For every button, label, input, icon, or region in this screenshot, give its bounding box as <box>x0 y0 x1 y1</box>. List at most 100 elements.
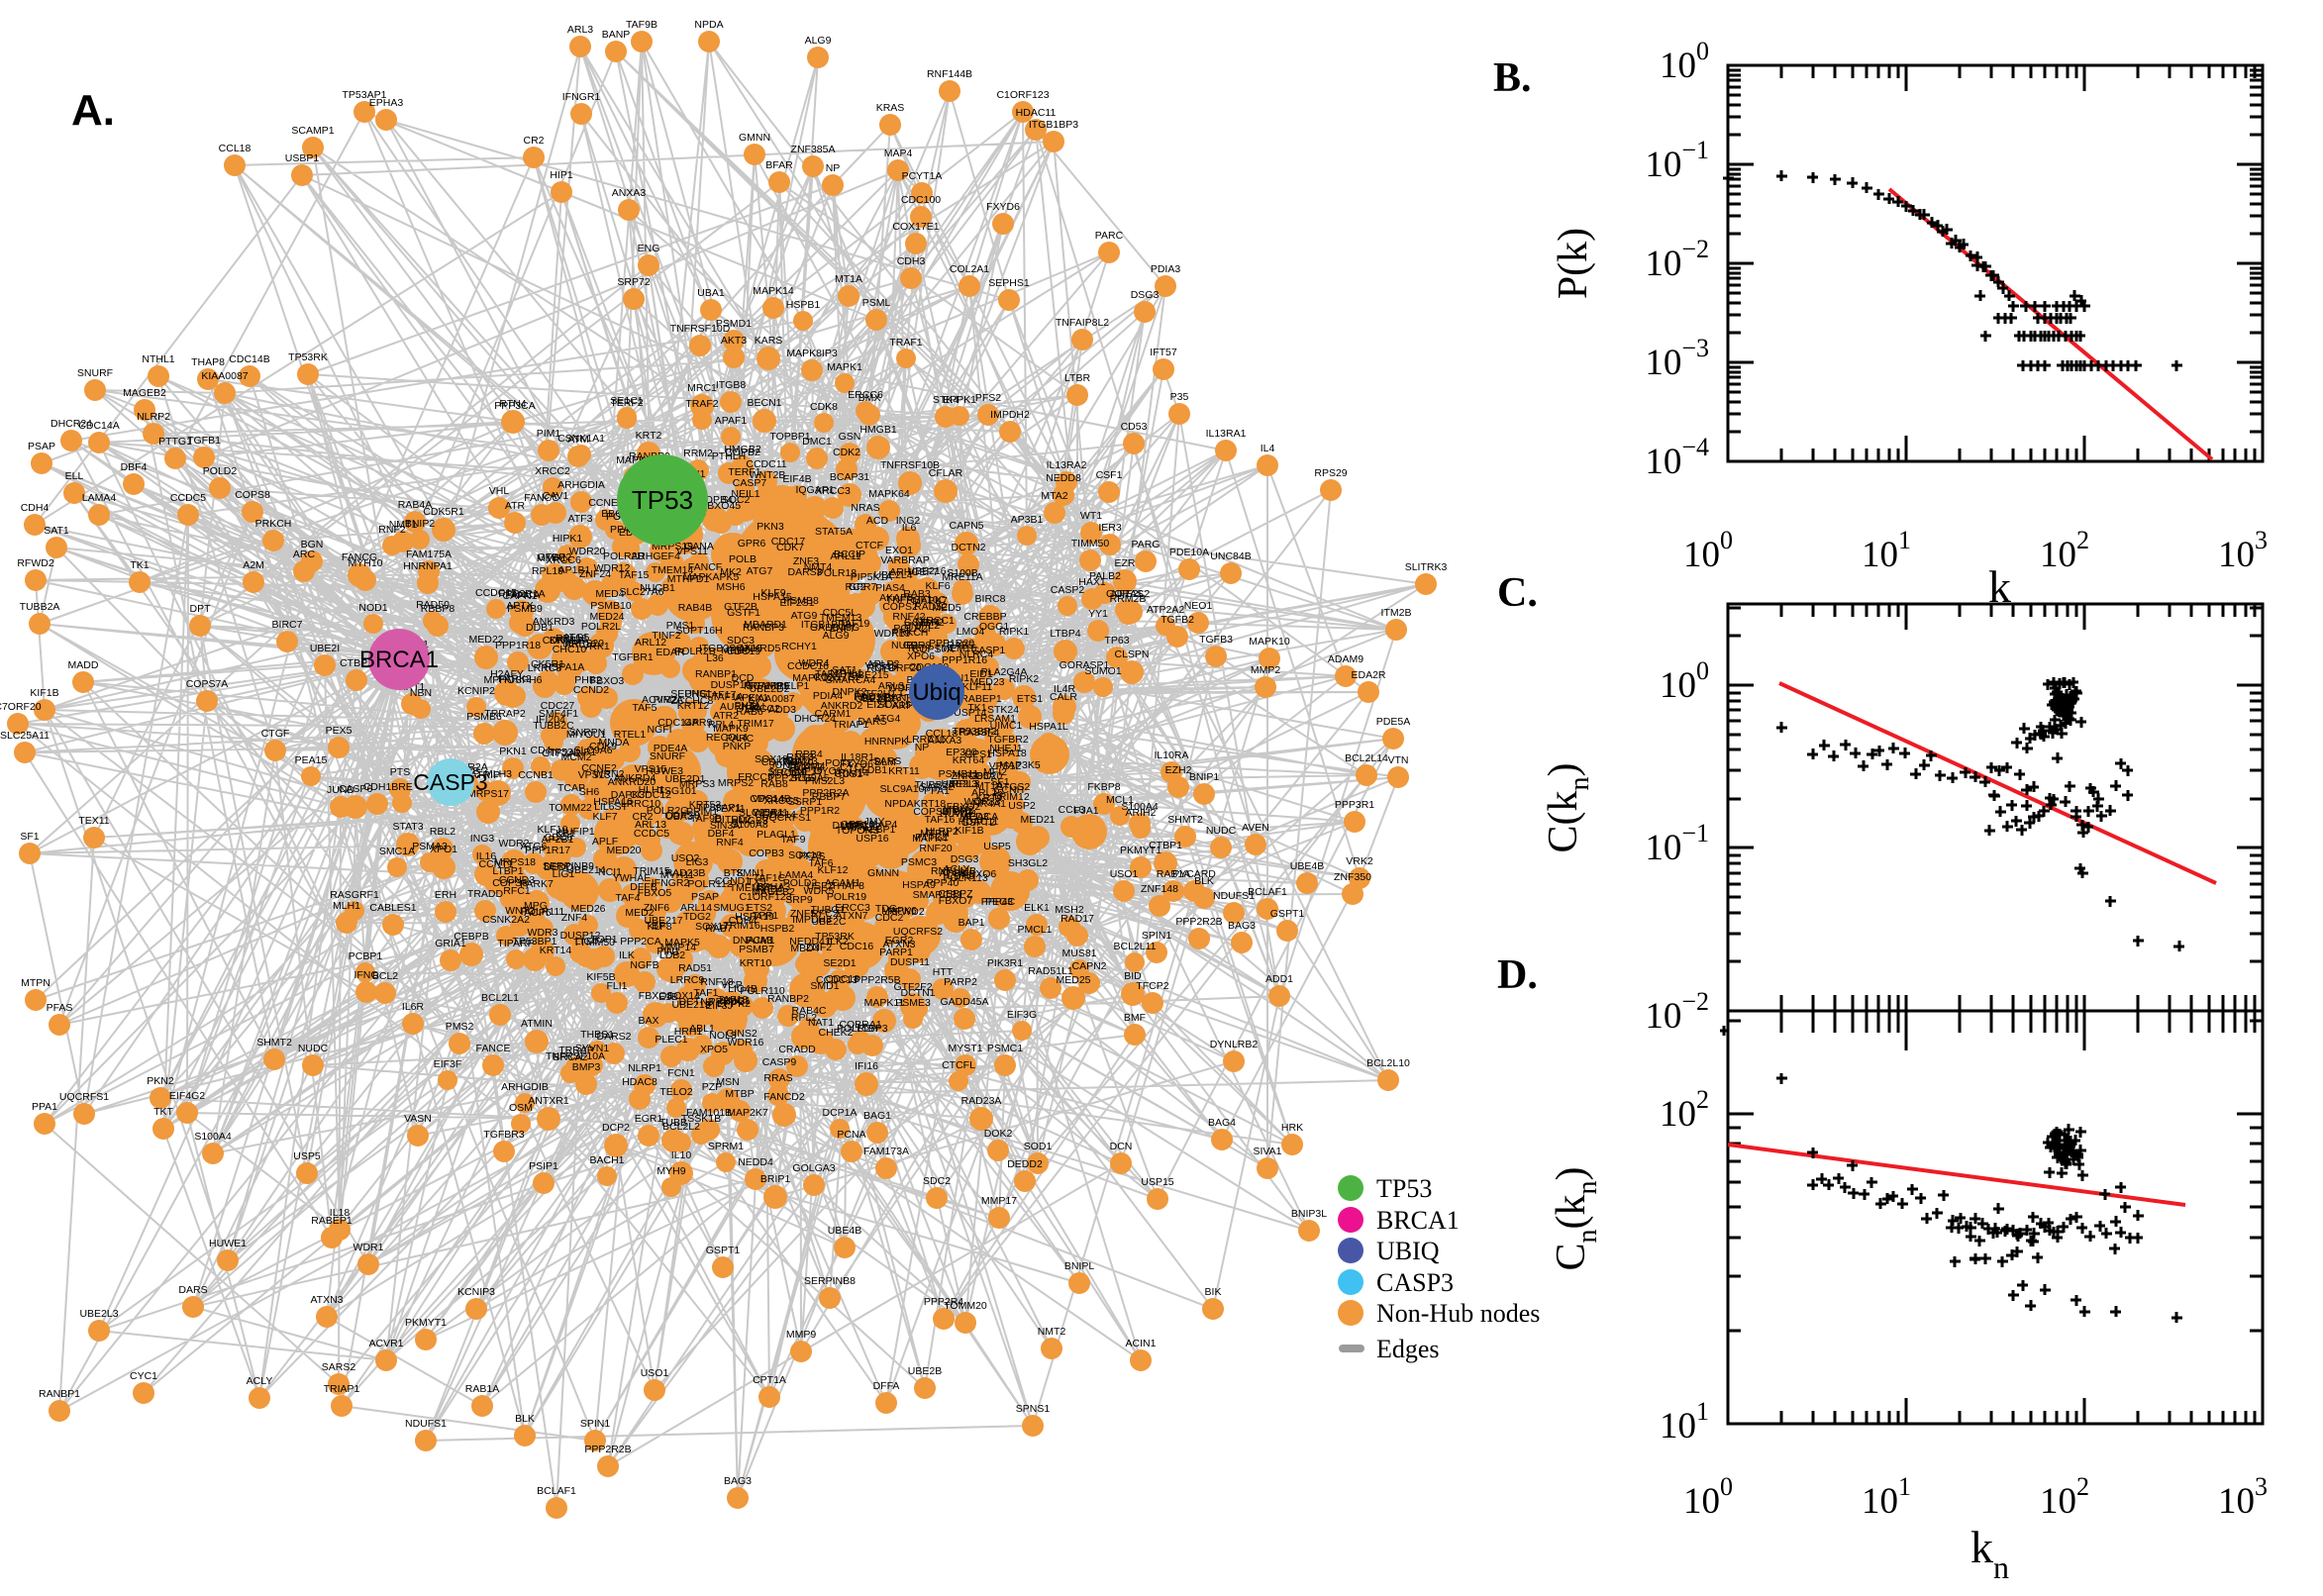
svg-text:ACLY: ACLY <box>944 863 970 875</box>
svg-text:ALG9: ALG9 <box>823 630 850 642</box>
svg-text:MED25: MED25 <box>1056 974 1090 986</box>
svg-text:DARS: DARS <box>858 716 886 728</box>
svg-text:OGG1: OGG1 <box>979 621 1010 633</box>
svg-text:UNG: UNG <box>684 688 707 700</box>
svg-text:HSPA19: HSPA19 <box>735 911 774 923</box>
svg-text:NHEJ1: NHEJ1 <box>989 743 1022 754</box>
svg-text:BNIP1: BNIP1 <box>1189 771 1220 783</box>
svg-text:HNRNPK: HNRNPK <box>864 736 908 748</box>
svg-text:RAD23B: RAD23B <box>665 867 706 879</box>
svg-text:HDAC11: HDAC11 <box>959 816 999 828</box>
svg-text:MYH9: MYH9 <box>656 1165 685 1177</box>
svg-text:ELL: ELL <box>65 470 84 482</box>
svg-text:LRRC9: LRRC9 <box>670 974 705 986</box>
svg-text:MTBP: MTBP <box>725 1088 754 1100</box>
svg-text:TEX11: TEX11 <box>714 803 745 815</box>
svg-text:WNT2B: WNT2B <box>750 469 786 481</box>
svg-text:SF1: SF1 <box>20 831 39 843</box>
svg-text:HLH1: HLH1 <box>639 784 665 796</box>
svg-text:UBE2L4: UBE2L4 <box>873 569 912 581</box>
svg-text:PSMA3: PSMA3 <box>412 841 448 852</box>
svg-text:HSPA15: HSPA15 <box>753 591 792 603</box>
svg-text:ZNF350: ZNF350 <box>1334 871 1371 883</box>
svg-text:KIF1B: KIF1B <box>955 825 983 837</box>
svg-text:SDC3: SDC3 <box>727 635 755 647</box>
svg-text:AVEN: AVEN <box>1242 822 1269 834</box>
svg-text:E1B: E1B <box>658 991 678 1003</box>
svg-text:RNF144B: RNF144B <box>931 865 976 877</box>
svg-text:CDK5R1: CDK5R1 <box>423 506 464 518</box>
svg-text:TIPARP: TIPARP <box>497 938 534 949</box>
svg-text:UBE2I: UBE2I <box>310 643 340 654</box>
svg-text:EPHA3: EPHA3 <box>369 97 404 109</box>
svg-text:RNF2: RNF2 <box>378 524 406 536</box>
svg-text:ATMIN: ATMIN <box>521 1018 553 1030</box>
svg-text:KRT10: KRT10 <box>740 957 772 969</box>
svg-text:TSSK1B: TSSK1B <box>681 1113 721 1125</box>
svg-text:ARL3: ARL3 <box>567 24 593 36</box>
svg-text:PCYT1A: PCYT1A <box>902 170 943 182</box>
svg-text:ARL15: ARL15 <box>971 787 1003 799</box>
svg-text:ARL12: ARL12 <box>635 637 666 648</box>
svg-text:GADD45A: GADD45A <box>940 996 988 1008</box>
svg-text:IL10: IL10 <box>671 1149 692 1161</box>
svg-text:ALG9: ALG9 <box>805 35 832 47</box>
svg-text:VARBRAP: VARBRAP <box>880 554 929 566</box>
svg-text:TAF1: TAF1 <box>694 987 719 999</box>
svg-text:MAP3K5: MAP3K5 <box>999 759 1041 771</box>
svg-text:COPB3: COPB3 <box>749 848 784 859</box>
svg-text:TAF6: TAF6 <box>809 857 834 869</box>
svg-text:BNIP3L: BNIP3L <box>1291 1208 1327 1220</box>
svg-text:MED6: MED6 <box>721 645 750 656</box>
svg-text:BMF: BMF <box>1124 1012 1146 1024</box>
svg-text:TRIM13: TRIM13 <box>780 755 818 767</box>
svg-text:GSTF1: GSTF1 <box>727 607 760 619</box>
svg-text:TKT: TKT <box>906 643 926 654</box>
svg-text:TNFAIP8L2: TNFAIP8L2 <box>1056 317 1109 329</box>
svg-text:LIG1: LIG1 <box>553 868 575 880</box>
svg-text:TRIM16: TRIM16 <box>723 920 760 932</box>
svg-text:IL10RA: IL10RA <box>1154 749 1188 761</box>
svg-text:RANBP2: RANBP2 <box>767 993 809 1005</box>
svg-text:ZNF24: ZNF24 <box>579 568 611 580</box>
svg-text:PSMC3: PSMC3 <box>901 856 937 868</box>
svg-text:PIM2: PIM2 <box>654 694 678 706</box>
svg-text:YY1: YY1 <box>1088 608 1108 620</box>
svg-text:IFNG: IFNG <box>354 969 378 981</box>
svg-text:TBP: TBP <box>646 920 665 932</box>
svg-text:RNF3: RNF3 <box>786 751 814 763</box>
svg-text:CFLAR: CFLAR <box>929 467 963 479</box>
svg-text:CASP3: CASP3 <box>1376 1268 1454 1297</box>
svg-text:SCAMP1: SCAMP1 <box>746 680 788 692</box>
svg-text:UBE2D2: UBE2D2 <box>750 683 790 695</box>
svg-text:POLD2: POLD2 <box>203 465 238 477</box>
svg-text:CDK7: CDK7 <box>776 542 804 553</box>
svg-text:CDC14A: CDC14A <box>657 717 698 729</box>
svg-text:MYH11: MYH11 <box>660 869 694 881</box>
svg-text:RAB6: RAB6 <box>736 706 763 718</box>
svg-text:DCD: DCD <box>732 672 755 684</box>
svg-text:RTN4: RTN4 <box>499 398 526 410</box>
svg-text:PSMB6: PSMB6 <box>466 711 502 723</box>
svg-text:GMNN: GMNN <box>867 867 899 879</box>
svg-text:POLR19: POLR19 <box>827 891 866 903</box>
svg-text:ETS1: ETS1 <box>1017 693 1043 705</box>
svg-text:PEA15: PEA15 <box>295 754 328 766</box>
svg-text:CAV1: CAV1 <box>543 490 569 502</box>
svg-text:100: 100 <box>1660 37 1709 86</box>
svg-text:PKN1: PKN1 <box>499 746 527 757</box>
svg-text:TPP1: TPP1 <box>753 910 778 922</box>
svg-text:WDR1: WDR1 <box>754 807 784 819</box>
svg-text:CHC10: CHC10 <box>553 644 587 655</box>
svg-text:BGN: BGN <box>301 539 324 550</box>
svg-text:LTBP1: LTBP1 <box>492 865 523 877</box>
svg-text:EIF2S1: EIF2S1 <box>779 597 814 609</box>
svg-text:CTBP2: CTBP2 <box>340 657 373 669</box>
svg-text:TRAF2: TRAF2 <box>685 398 718 410</box>
svg-text:ANKRD2: ANKRD2 <box>821 700 863 712</box>
svg-text:CDK2: CDK2 <box>833 447 860 458</box>
svg-text:SAT1: SAT1 <box>44 525 69 537</box>
svg-text:CDC27: CDC27 <box>541 700 575 712</box>
svg-text:NDUFS1: NDUFS1 <box>1213 890 1255 902</box>
svg-text:RASGRF1: RASGRF1 <box>330 889 379 901</box>
